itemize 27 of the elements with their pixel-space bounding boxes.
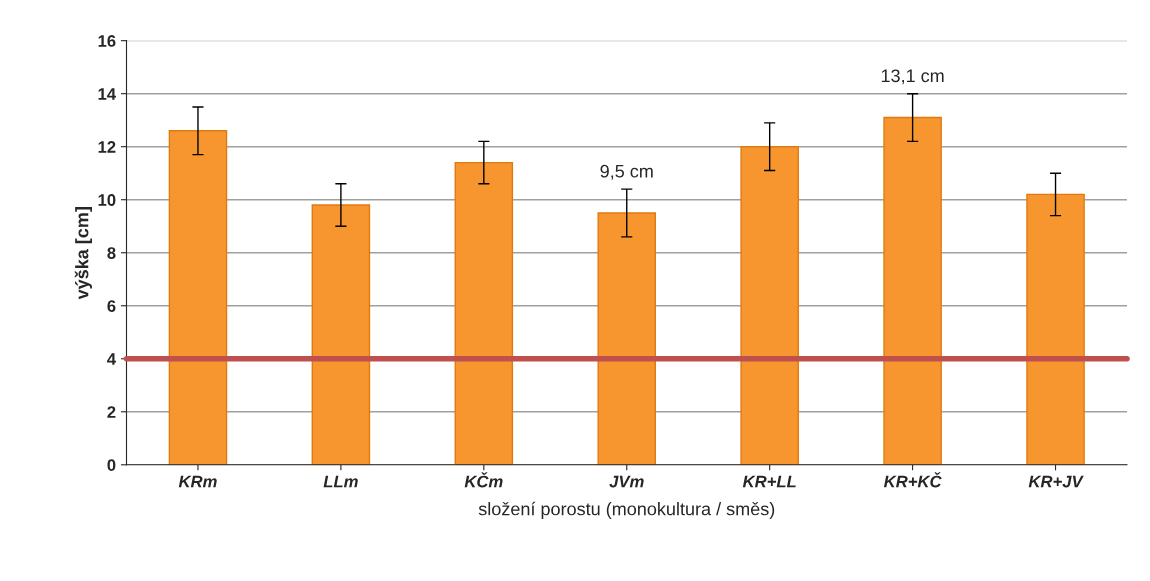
x-tick-label: LLm [323, 475, 358, 488]
bar [597, 212, 657, 465]
y-tick-label: 2 [107, 406, 116, 418]
y-tick-label: 14 [98, 88, 116, 100]
x-tick-label: KČm [464, 472, 503, 488]
bar [311, 204, 371, 465]
x-tick-label: KR+LL [742, 475, 796, 488]
y-tick-label: 4 [107, 353, 116, 365]
y-axis-title: výška [cm] [74, 207, 92, 300]
data-label: 9,5 cm [600, 164, 653, 180]
y-tick-label: 10 [98, 194, 116, 206]
x-tick-label: KRm [178, 475, 217, 488]
bar [168, 130, 228, 465]
bar [454, 161, 514, 465]
data-label: 13,1 cm [881, 69, 944, 85]
bar [740, 146, 799, 465]
bar [1026, 193, 1085, 465]
bar [883, 116, 942, 465]
y-tick-label: 8 [107, 247, 116, 259]
y-tick-label: 12 [98, 141, 116, 153]
x-axis-title: složení porostu (monokultura / směs) [478, 501, 775, 519]
x-tick-label: JVm [609, 475, 644, 488]
y-tick-label: 0 [107, 459, 116, 471]
x-tick-label: KR+KČ [883, 472, 942, 488]
y-tick-label: 16 [98, 35, 116, 47]
x-tick-label: KR+JV [1028, 475, 1084, 488]
y-tick-label: 6 [107, 300, 116, 312]
